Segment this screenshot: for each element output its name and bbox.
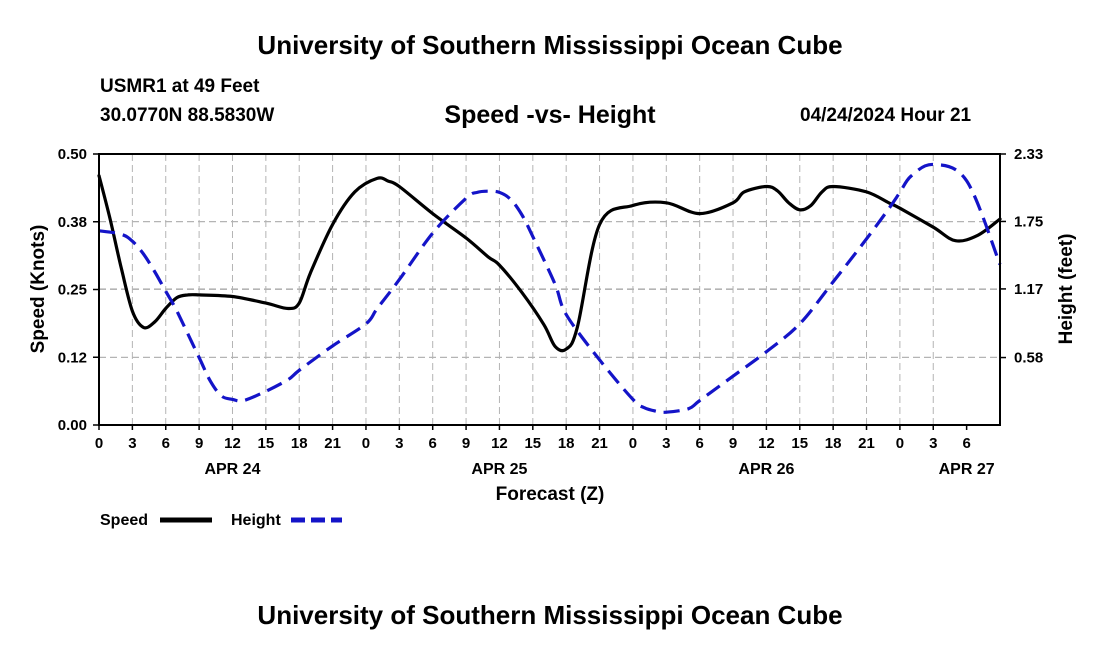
x-tick-label: 12 (758, 435, 775, 452)
x-tick-label: 9 (195, 435, 203, 452)
x-tick-label: 6 (162, 435, 170, 452)
date-label: APR 25 (471, 461, 527, 478)
y-axis-label-right: Height (feet) (1056, 234, 1077, 345)
y-left-tick-label: 0.00 (58, 417, 87, 434)
x-tick-label: 21 (591, 435, 608, 452)
series-line-height (98, 162, 1002, 414)
x-tick-label: 15 (524, 435, 541, 452)
x-tick-label: 3 (128, 435, 136, 452)
date-label: APR 26 (738, 461, 794, 478)
axes: 0 3 6 9 12 15 18 21 0 3 6 9 12 15 18 21 0 3 6 9 12 15 18 21 0 3 6 0… (58, 146, 1043, 478)
x-tick-label: 18 (825, 435, 842, 452)
legend-height-label: Height (231, 512, 281, 529)
x-tick-label: 12 (224, 435, 241, 452)
series-line-speed (97, 174, 1002, 353)
x-tick-label: 18 (558, 435, 575, 452)
x-tick-label: 21 (858, 435, 875, 452)
grid (99, 153, 1000, 425)
x-tick-label: 0 (95, 435, 103, 452)
y-left-tick-label: 0.25 (58, 282, 87, 299)
plot-frame (98, 153, 1001, 426)
legend: Speed Height (100, 512, 342, 529)
main-title: University of Southern Mississippi Ocean… (257, 30, 843, 60)
x-tick-label: 6 (962, 435, 970, 452)
x-tick-label: 6 (695, 435, 703, 452)
date-label: APR 24 (204, 461, 260, 478)
x-tick-label: 9 (729, 435, 737, 452)
station-label: USMR1 at 49 Feet (100, 76, 260, 97)
y-right-tick-label: 2.33 (1014, 146, 1043, 163)
x-tick-label: 0 (362, 435, 370, 452)
y-right-tick-label: 1.17 (1014, 281, 1043, 298)
x-tick-label: 0 (896, 435, 904, 452)
legend-speed-label: Speed (100, 512, 148, 529)
y-left-tick-label: 0.50 (58, 146, 87, 163)
y-right-tick-label: 0.58 (1014, 350, 1043, 367)
x-tick-label: 15 (791, 435, 808, 452)
footer-title: University of Southern Mississippi Ocean… (257, 600, 843, 630)
x-tick-label: 9 (462, 435, 470, 452)
x-tick-label: 3 (929, 435, 937, 452)
x-tick-label: 6 (429, 435, 437, 452)
x-tick-label: 0 (629, 435, 637, 452)
y-axis-label-left: Speed (Knots) (28, 225, 49, 354)
x-tick-label: 3 (662, 435, 670, 452)
y-left-tick-label: 0.38 (58, 214, 87, 231)
y-right-tick-label: 1.75 (1014, 213, 1043, 230)
series (97, 162, 1002, 414)
chart-title: Speed -vs- Height (444, 101, 656, 129)
coordinates-label: 30.0770N 88.5830W (100, 105, 275, 126)
date-label: APR 27 (939, 461, 995, 478)
x-axis-label: Forecast (Z) (496, 484, 605, 505)
x-tick-label: 12 (491, 435, 508, 452)
datetime-label: 04/24/2024 Hour 21 (800, 105, 972, 126)
x-tick-label: 15 (258, 435, 275, 452)
x-tick-label: 21 (324, 435, 341, 452)
x-tick-label: 3 (395, 435, 403, 452)
x-tick-label: 18 (291, 435, 308, 452)
y-left-tick-label: 0.12 (58, 349, 87, 366)
